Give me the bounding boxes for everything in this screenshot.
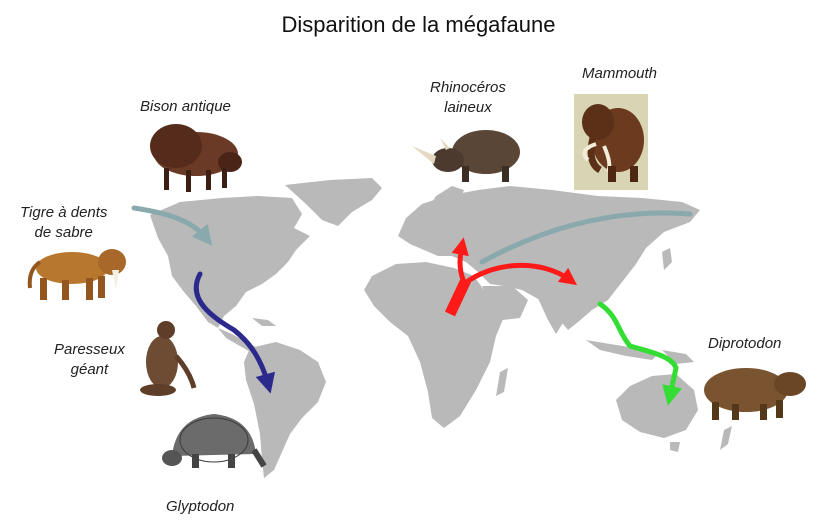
- australia-shape: [616, 374, 698, 438]
- diagram-title: Disparition de la mégafaune: [281, 12, 556, 37]
- route-americas-north: [131, 205, 213, 246]
- label-tiger-line1: Tigre à dents: [20, 204, 108, 221]
- caribbean-shape: [252, 318, 276, 326]
- label-tiger-line2: de sabre: [34, 224, 93, 241]
- arabia-shape: [482, 286, 528, 320]
- scandinavia-shape: [426, 186, 464, 216]
- label-bison-text: Bison antique: [140, 98, 231, 115]
- new-guinea-shape: [662, 350, 694, 364]
- label-bison: Bison antique: [140, 97, 231, 117]
- india-shape: [536, 294, 572, 334]
- greenland-shape: [285, 178, 382, 226]
- label-sloth-line1: Paresseux: [54, 341, 125, 358]
- diprotodon-illustration: [704, 368, 806, 420]
- continents: [150, 178, 732, 478]
- eurasia-shape: [398, 186, 700, 330]
- bison-illustration: [150, 124, 242, 192]
- label-mammoth: Mammouth: [582, 64, 657, 84]
- woolly-rhino-illustration: [412, 130, 520, 182]
- africa-shape: [364, 262, 506, 428]
- label-diprotodon-text: Diprotodon: [708, 335, 782, 352]
- tasmania-shape: [670, 442, 680, 452]
- madagascar-shape: [496, 368, 508, 396]
- indonesia-shape: [586, 340, 658, 360]
- giant-sloth-illustration: [140, 321, 197, 396]
- sabre-tooth-tiger-illustration: [27, 249, 126, 300]
- route-out-of-africa-north: [451, 237, 469, 285]
- label-woolly-rhino: Rhinocéros laineux: [430, 78, 506, 118]
- route-australia: [597, 301, 682, 406]
- route-americas-south: [193, 271, 276, 394]
- label-mammoth-text: Mammouth: [582, 65, 658, 82]
- new-zealand-shape: [720, 426, 732, 450]
- label-glyptodon-text: Glyptodon: [166, 498, 235, 515]
- label-diprotodon: Diprotodon: [708, 334, 781, 354]
- japan-shape: [662, 248, 672, 270]
- route-eurasia-north: [479, 210, 693, 265]
- north-america-shape: [150, 196, 310, 328]
- label-rhino-line1: Rhinocéros: [430, 79, 506, 96]
- label-glyptodon: Glyptodon: [166, 497, 234, 517]
- mammoth-illustration: [574, 94, 648, 190]
- label-rhino-line2: laineux: [444, 99, 492, 116]
- route-out-of-africa-east: [461, 262, 578, 287]
- label-giant-sloth: Paresseux géant: [54, 340, 125, 380]
- label-sabre-tooth-tiger: Tigre à dents de sabre: [20, 203, 107, 243]
- britain-shape: [408, 214, 420, 232]
- label-sloth-line2: géant: [70, 361, 109, 378]
- glyptodon-illustration: [162, 414, 267, 468]
